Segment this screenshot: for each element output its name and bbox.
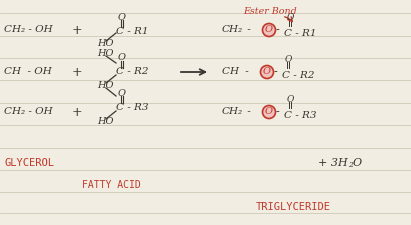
Text: O: O [287, 94, 294, 104]
Text: O: O [287, 13, 294, 22]
Text: 2: 2 [348, 161, 353, 169]
Text: HO: HO [97, 81, 113, 90]
Text: C - R2: C - R2 [282, 70, 314, 79]
Text: CH  - OH: CH - OH [4, 68, 52, 76]
Text: GLYCEROL: GLYCEROL [4, 158, 54, 168]
Circle shape [263, 23, 275, 36]
Text: C - R2: C - R2 [116, 68, 148, 76]
Text: C - R3: C - R3 [284, 110, 316, 119]
Text: TRIGLYCERIDE: TRIGLYCERIDE [256, 202, 331, 212]
Text: O: O [118, 54, 126, 63]
Text: O: O [265, 25, 273, 34]
Text: CH₂ - OH: CH₂ - OH [4, 25, 53, 34]
Circle shape [261, 65, 273, 79]
Text: CH₂ - OH: CH₂ - OH [4, 108, 53, 117]
Text: O: O [353, 158, 362, 168]
Text: O: O [265, 108, 273, 117]
Text: +: + [72, 65, 83, 79]
Text: -: - [242, 68, 249, 76]
Text: O: O [118, 13, 126, 22]
Text: CH₂: CH₂ [222, 25, 243, 34]
Text: +: + [72, 106, 83, 119]
Text: O: O [285, 54, 292, 63]
Text: C - R3: C - R3 [116, 104, 148, 112]
Text: C - R1: C - R1 [116, 27, 148, 36]
Circle shape [263, 106, 275, 119]
Text: -: - [274, 67, 278, 77]
Text: FATTY ACID: FATTY ACID [82, 180, 141, 190]
Text: + 3H: + 3H [318, 158, 348, 168]
Text: O: O [263, 68, 271, 76]
Text: HO: HO [97, 49, 113, 58]
Text: -: - [276, 25, 280, 35]
Text: HO: HO [97, 117, 113, 126]
Text: CH₂: CH₂ [222, 108, 243, 117]
Text: C - R1: C - R1 [284, 29, 316, 38]
Text: -: - [244, 25, 251, 34]
Text: +: + [72, 23, 83, 36]
Text: -: - [244, 108, 251, 117]
Text: -: - [276, 107, 280, 117]
Text: HO: HO [97, 40, 113, 49]
Text: CH: CH [222, 68, 245, 76]
Text: Ester Bond: Ester Bond [243, 7, 297, 16]
Text: O: O [118, 88, 126, 97]
